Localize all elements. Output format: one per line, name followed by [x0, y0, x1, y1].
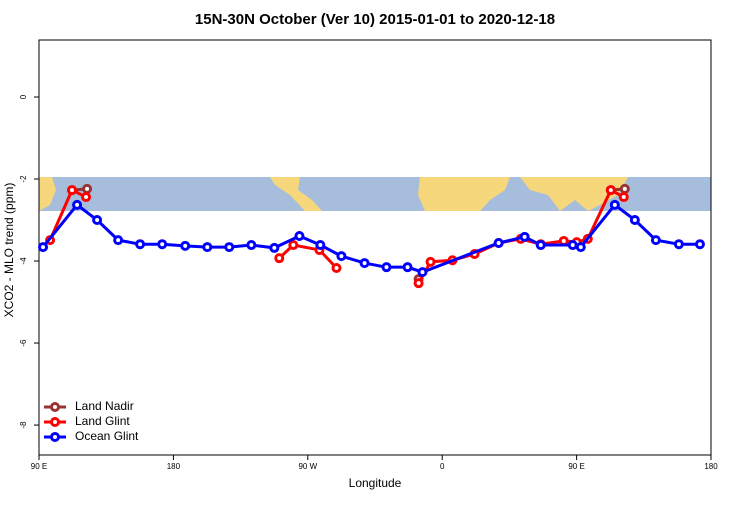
data-point — [288, 240, 299, 251]
legend-label: Land Glint — [75, 414, 130, 428]
data-point — [72, 199, 83, 210]
data-point — [413, 278, 424, 289]
x-tick-label: 0 — [440, 462, 445, 471]
data-point — [336, 251, 347, 262]
data-point — [425, 256, 436, 267]
data-point — [274, 253, 285, 264]
data-point — [157, 239, 168, 250]
data-point — [81, 192, 92, 203]
data-point — [629, 215, 640, 226]
data-point — [575, 242, 586, 253]
data-point — [331, 263, 342, 274]
data-point — [558, 235, 569, 246]
data-point — [135, 239, 146, 250]
data-point — [650, 235, 661, 246]
map-band — [39, 177, 711, 211]
data-point — [493, 237, 504, 248]
data-point — [67, 185, 78, 196]
data-point — [567, 240, 578, 251]
x-tick-label: 90 W — [298, 462, 317, 471]
data-point — [315, 240, 326, 251]
x-tick-label: 90 E — [568, 462, 584, 471]
y-tick-label: -2 — [19, 175, 28, 183]
data-point — [618, 192, 629, 203]
data-point — [605, 185, 616, 196]
x-tick-label: 90 E — [31, 462, 47, 471]
data-point — [673, 239, 684, 250]
chart-title: 15N-30N October (Ver 10) 2015-01-01 to 2… — [195, 11, 555, 28]
data-point — [619, 183, 630, 194]
data-point — [113, 235, 124, 246]
x-axis-label: Longitude — [349, 476, 402, 490]
data-point — [381, 262, 392, 273]
data-point — [180, 240, 191, 251]
legend-label: Land Nadir — [75, 399, 134, 413]
data-point — [38, 242, 49, 253]
data-point — [535, 240, 546, 251]
data-point — [246, 240, 257, 251]
legend-marker — [50, 432, 60, 442]
data-point — [82, 183, 93, 194]
y-axis-label: XCO2 - MLO trend (ppm) — [2, 183, 16, 318]
data-point — [359, 258, 370, 269]
y-tick-label: -8 — [19, 421, 28, 429]
x-tick-label: 180 — [704, 462, 718, 471]
data-point — [694, 239, 705, 250]
y-tick-label: -6 — [19, 339, 28, 347]
series-line — [41, 202, 700, 274]
data-point — [519, 231, 530, 242]
data-point — [224, 242, 235, 253]
y-tick-label: -4 — [19, 257, 28, 265]
data-point — [294, 231, 305, 242]
data-point — [402, 262, 413, 273]
legend-marker — [50, 417, 60, 427]
data-point — [92, 215, 103, 226]
y-tick-label: 0 — [19, 94, 28, 99]
data-point — [202, 242, 213, 253]
data-point — [609, 199, 620, 210]
data-point — [417, 267, 428, 278]
data-point — [269, 242, 280, 253]
legend-label: Ocean Glint — [75, 429, 139, 443]
legend-marker — [50, 402, 60, 412]
x-tick-label: 180 — [167, 462, 181, 471]
